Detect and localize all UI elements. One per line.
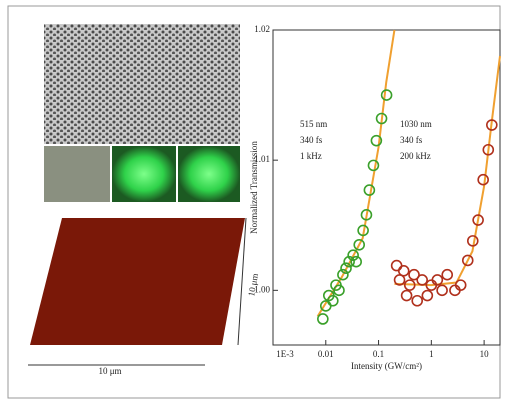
green-spot xyxy=(112,146,176,202)
x-tick-label: 10 xyxy=(480,349,490,359)
y-tick-label: 1.02 xyxy=(254,24,270,34)
point xyxy=(392,261,402,271)
point xyxy=(442,270,452,280)
y-axis-label: Normalized Transmission xyxy=(249,141,259,234)
annotation: 200 kHz xyxy=(400,151,431,161)
point xyxy=(437,285,447,295)
x-tick-label: 1E-3 xyxy=(276,349,294,359)
afm-image xyxy=(30,218,245,345)
point xyxy=(402,291,412,301)
figure: 10 μm 10 μm 1E-30.010.11101.001.011.02In… xyxy=(0,0,506,409)
fit-line xyxy=(318,30,395,316)
annotation: 340 fs xyxy=(300,135,323,145)
x-tick-label: 0.1 xyxy=(373,349,384,359)
point xyxy=(318,314,328,324)
annotation: 515 nm xyxy=(300,119,327,129)
point xyxy=(417,275,427,285)
point xyxy=(382,90,392,100)
point xyxy=(364,185,374,195)
annotation: 1030 nm xyxy=(400,119,432,129)
annotation: 340 fs xyxy=(400,135,423,145)
green-spot xyxy=(178,146,240,202)
x-tick-label: 1 xyxy=(429,349,434,359)
sem-image xyxy=(44,24,240,144)
fit-line xyxy=(394,56,500,285)
point xyxy=(412,296,422,306)
point xyxy=(422,291,432,301)
point xyxy=(399,266,409,276)
scale-label: 10 μm xyxy=(98,366,121,376)
x-tick-label: 0.01 xyxy=(318,349,334,359)
point xyxy=(478,175,488,185)
point xyxy=(368,160,378,170)
annotation: 1 kHz xyxy=(300,151,322,161)
x-axis-label: Intensity (GW/cm²) xyxy=(351,361,422,371)
optical-image xyxy=(44,146,110,202)
y-tick-label: 1.00 xyxy=(254,284,270,294)
